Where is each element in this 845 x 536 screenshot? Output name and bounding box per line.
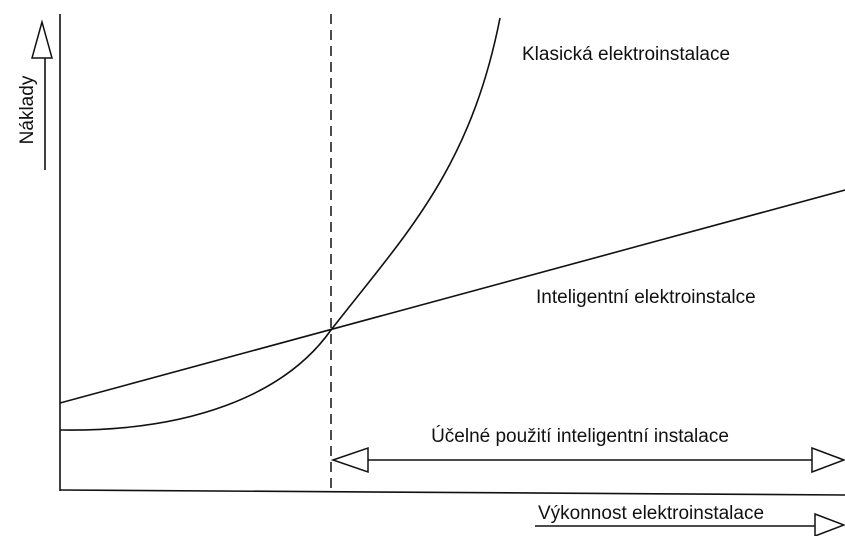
y-label: Náklady [17, 75, 38, 144]
y-arrow [31, 19, 53, 59]
classic-label: Klasická elektroinstalace [522, 44, 730, 65]
classic-curve [59, 17, 501, 431]
range-label: Účelné použití inteligentní instalace [431, 425, 729, 447]
range-arrow-right [811, 446, 845, 474]
range-arrow-left [330, 446, 369, 474]
x-arrow [814, 512, 845, 536]
intelligent-line [59, 189, 845, 404]
x-label: Výkonnost elektroinstalace [538, 503, 764, 524]
x-axis [59, 489, 845, 496]
intelligent-label: Inteligentní elektroinstalce [536, 287, 756, 308]
